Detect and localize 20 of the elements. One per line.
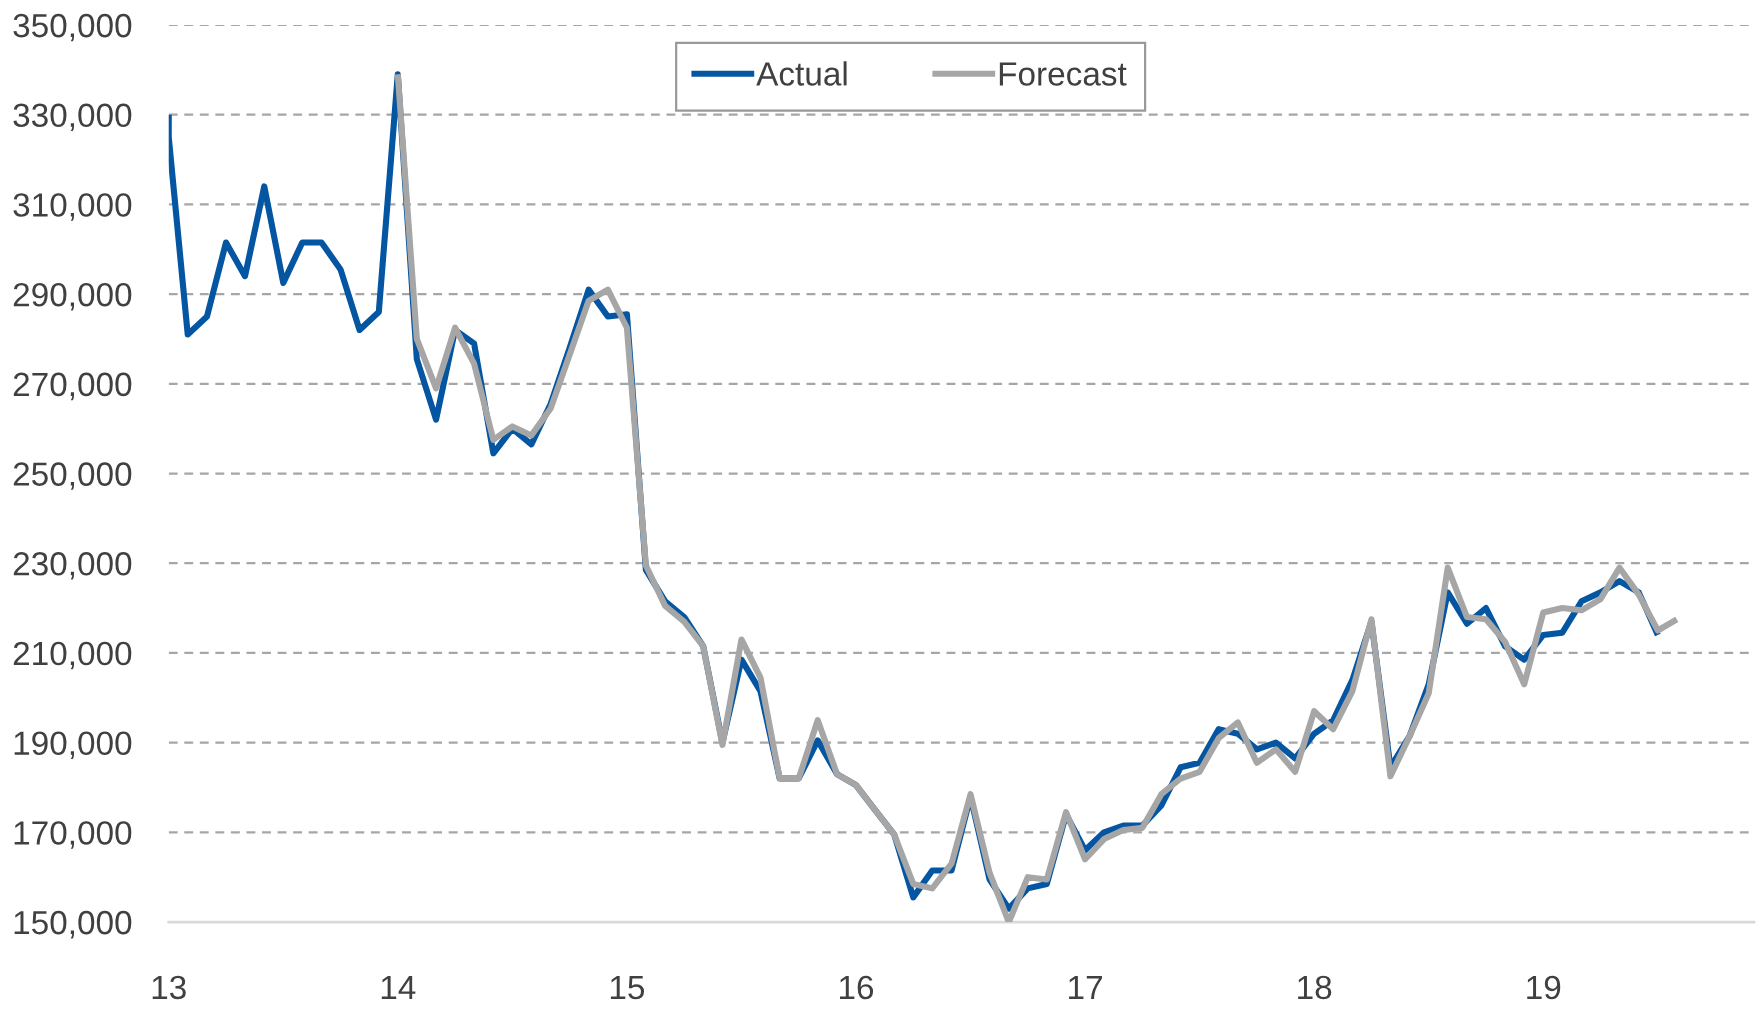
y-tick-label: 210,000 (13, 641, 132, 670)
x-tick-label: 16 (839, 975, 874, 1000)
x-tick-label: 13 (152, 975, 186, 1000)
x-tick-label: 18 (1298, 975, 1332, 1000)
y-tick-label: 250,000 (13, 462, 132, 490)
y-tick-label: 190,000 (14, 731, 132, 759)
legend-label: Forecast (999, 62, 1127, 86)
y-tick-label: 290,000 (13, 282, 132, 311)
y-tick-label: 150,000 (14, 910, 132, 939)
x-tick-label: 19 (1527, 975, 1561, 1000)
y-tick-label: 310,000 (13, 193, 132, 221)
y-tick-label: 270,000 (13, 372, 132, 401)
y-tick-label: 350,000 (13, 13, 132, 42)
x-tick-label: 15 (610, 976, 645, 1000)
legend-label: Actual (756, 61, 847, 86)
x-tick-label: 14 (381, 976, 416, 999)
y-tick-label: 330,000 (13, 103, 132, 132)
y-tick-label: 230,000 (13, 552, 132, 580)
x-tick-label: 17 (1069, 976, 1102, 999)
y-tick-label: 170,000 (14, 821, 132, 849)
